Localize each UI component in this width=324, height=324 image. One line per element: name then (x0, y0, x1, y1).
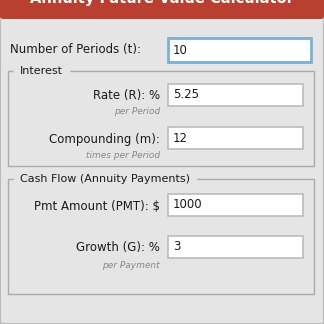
Bar (168, 236, 303, 258)
Bar (168, 194, 303, 216)
Text: 5.25: 5.25 (173, 88, 199, 101)
Text: Growth (G): %: Growth (G): % (76, 241, 160, 254)
Text: Pmt Amount (PMT): $: Pmt Amount (PMT): $ (34, 200, 160, 213)
Text: 10: 10 (173, 43, 188, 56)
Bar (168, 38, 311, 62)
Text: Interest: Interest (20, 66, 63, 76)
Text: Compounding (m):: Compounding (m): (49, 133, 160, 145)
Text: Cash Flow (Annuity Payments): Cash Flow (Annuity Payments) (20, 174, 190, 184)
Bar (168, 127, 303, 149)
Bar (168, 84, 303, 106)
Text: times per Period: times per Period (86, 151, 160, 159)
Text: 12: 12 (173, 132, 188, 145)
Text: 1000: 1000 (173, 199, 202, 212)
Text: Rate (R): %: Rate (R): % (93, 89, 160, 102)
Bar (8, 71, 314, 166)
Text: per Period: per Period (114, 108, 160, 117)
Text: 3: 3 (173, 240, 180, 253)
FancyBboxPatch shape (0, 0, 324, 19)
Text: Annuity Future Value Calculator: Annuity Future Value Calculator (30, 0, 294, 6)
Text: Number of Periods (t):: Number of Periods (t): (10, 42, 141, 55)
Text: per Payment: per Payment (102, 261, 160, 271)
Bar (8, 179, 314, 294)
